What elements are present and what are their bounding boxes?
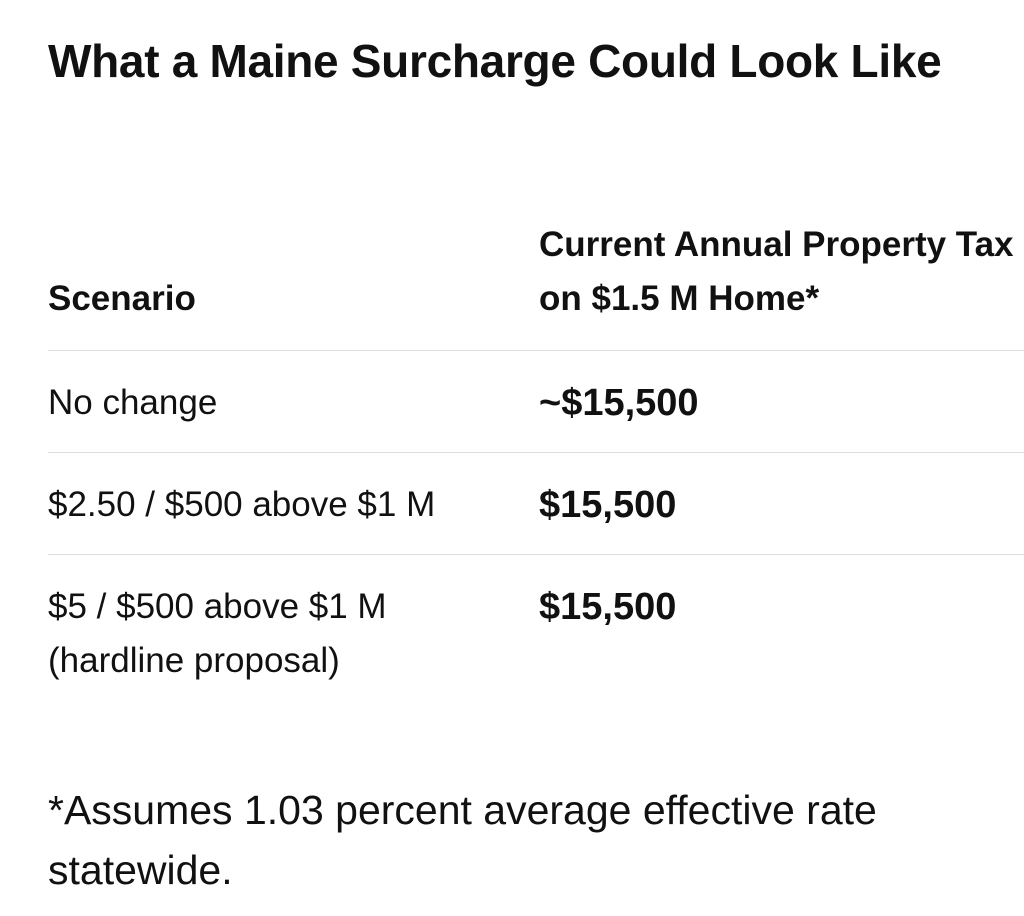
tax-cell: ~$15,500 — [539, 382, 699, 424]
scenario-cell: $2.50 / $500 above $1 M — [48, 485, 436, 524]
table-row: $5 / $500 above $1 M (hardline proposal)… — [48, 555, 1024, 685]
table-row: $2.50 / $500 above $1 M $15,500 — [48, 453, 1024, 555]
page-title: What a Maine Surcharge Could Look Like — [48, 35, 942, 87]
scenario-cell: $5 / $500 above $1 M (hardline proposal) — [48, 587, 387, 680]
surcharge-table: Scenario Current Annual Property Tax on … — [48, 218, 1024, 685]
article-content: What a Maine Surcharge Could Look Like S… — [48, 0, 1024, 916]
header-scenario: Scenario — [48, 279, 196, 318]
footnote: *Assumes 1.03 percent average effective … — [48, 787, 877, 893]
tax-cell: $15,500 — [539, 586, 677, 628]
header-property-tax: Current Annual Property Tax on $1.5 M Ho… — [539, 225, 1014, 318]
table-row: No change ~$15,500 — [48, 351, 1024, 453]
table-header-row: Scenario Current Annual Property Tax on … — [48, 218, 1024, 351]
tax-cell: $15,500 — [539, 484, 677, 526]
scenario-cell: No change — [48, 383, 218, 422]
